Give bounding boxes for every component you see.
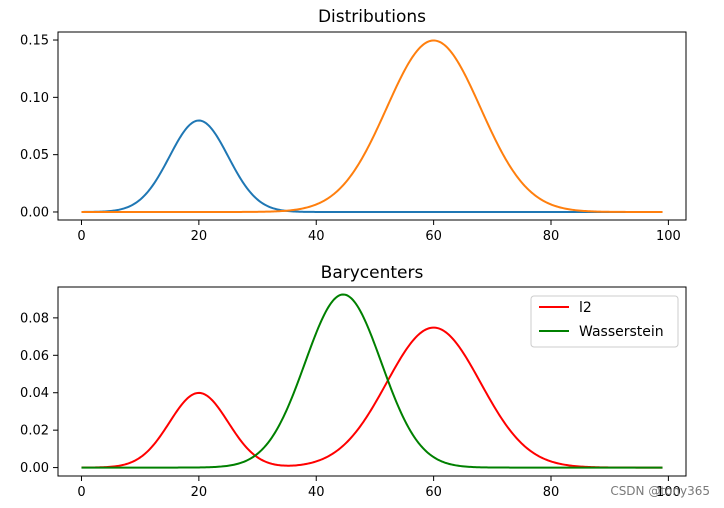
distributions-line-a1 [81,119,663,213]
legend-l2-label: l2 [579,300,592,316]
distributions-ytick-label-1: 0.05 [20,148,49,163]
barycenters-subplot: Barycenters 0 20 40 60 80 100 0.000.020.040.0… [20,263,687,500]
barycenters-xtick-label-100: 100 [656,485,681,500]
barycenters-ytick-label-2: 0.04 [20,386,49,401]
distributions-xtick-label-20: 20 [191,229,208,244]
barycenters-y-axis: 0.00 0.02 0.04 0.06 0.08 [20,311,58,476]
distributions-ytick-label-0: 0.00 [20,205,49,220]
legend-box [530,295,679,348]
barycenters-ytick-label-1: 0.02 [20,424,49,439]
legend-wasserstein-label: Wasserstein [579,324,664,340]
barycenters-ytick-label-4: 0.08 [20,311,49,326]
distributions-series [81,39,663,213]
distributions-xtick-label-0: 0 [77,229,85,244]
distributions-ytick-label-2: 0.10 [20,91,49,106]
distributions-xtick-label-40: 40 [308,229,325,244]
barycenters-line-wasserstein [81,293,663,469]
barycenters-xtick-label-20: 20 [191,485,208,500]
distributions-title: Distributions [318,7,426,27]
distributions-xtick-label-100: 100 [656,229,681,244]
barycenters-ytick-label-3: 0.06 [20,349,49,364]
distributions-axes-frame [57,31,687,221]
distributions-line-a2 [81,39,663,213]
watermark: CSDN @tony365 [610,484,710,498]
barycenters-xtick-label-80: 80 [543,485,560,500]
barycenters-legend: l2 Wasserstein [530,295,679,348]
distributions-x-axis: 0 20 40 60 80 100 [77,220,681,244]
barycenters-xtick-label-40: 40 [308,485,325,500]
distributions-subplot: Distributions 0 20 40 60 80 100 0.000.050.100… [20,7,687,244]
distributions-xtick-label-80: 80 [543,229,560,244]
distributions-y-axis: 0.00 0.05 0.10 0.15 [20,34,58,220]
barycenters-x-axis: 0 20 40 60 80 100 [77,476,681,500]
barycenters-title: Barycenters [321,263,424,283]
barycenters-series [81,293,663,469]
distributions-xtick-label-60: 60 [425,229,442,244]
barycenters-xtick-label-0: 0 [77,485,85,500]
barycenters-line-l2 [81,326,663,469]
barycenters-xtick-label-60: 60 [425,485,442,500]
distributions-ytick-label-3: 0.15 [20,34,49,49]
barycenters-ytick-label-0: 0.00 [20,461,49,476]
